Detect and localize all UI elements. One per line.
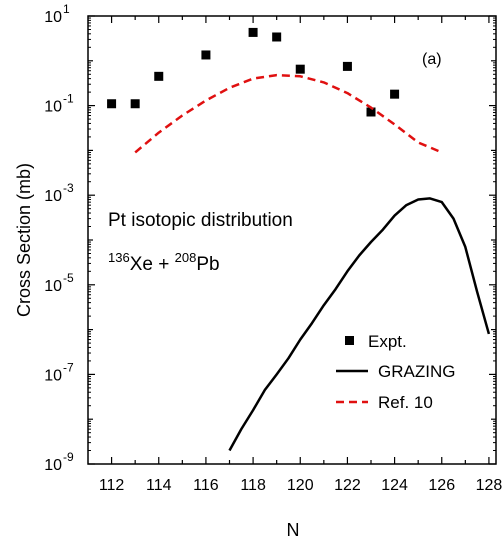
expt-data-point bbox=[390, 89, 400, 99]
y-tick-label: 10 bbox=[44, 99, 62, 116]
expt-data-point bbox=[342, 61, 352, 71]
annotation-line2: 136Xe + 208Pb bbox=[108, 250, 220, 275]
y-tick-label: 10 bbox=[44, 9, 62, 26]
expt-data-point bbox=[201, 50, 211, 60]
y-tick-label-base: 10 bbox=[44, 367, 62, 384]
y-axis-label: Cross Section (mb) bbox=[14, 163, 34, 317]
annotation-mass2: 208 bbox=[175, 250, 197, 265]
y-tick-label-exponent: -7 bbox=[63, 360, 74, 374]
expt-data-point bbox=[130, 99, 140, 109]
x-tick-label: 112 bbox=[99, 477, 125, 494]
x-tick-label: 120 bbox=[287, 477, 314, 494]
legend-label-ref10: Ref. 10 bbox=[378, 393, 433, 412]
y-tick-label-exponent: -1 bbox=[63, 92, 74, 106]
y-tick-label-base: 10 bbox=[44, 278, 62, 295]
expt-data-point bbox=[107, 99, 117, 109]
series-layer bbox=[107, 27, 491, 452]
panel-label: (a) bbox=[422, 51, 442, 68]
y-tick-label: 10 bbox=[44, 457, 62, 474]
ref10-curve bbox=[134, 73, 443, 154]
y-tick-label: 10 bbox=[44, 278, 62, 295]
plot-frame bbox=[87, 15, 497, 465]
y-tick-label-base: 10 bbox=[44, 188, 62, 205]
expt-data-point bbox=[248, 27, 258, 37]
legend: Expt. GRAZING Ref. 10 bbox=[336, 332, 455, 412]
expt-data-point bbox=[272, 32, 282, 42]
y-tick-label-exponent: -5 bbox=[63, 271, 74, 285]
y-tick-label-base: 10 bbox=[44, 457, 62, 474]
legend-marker-expt bbox=[345, 336, 354, 345]
axis-ticks bbox=[88, 15, 496, 465]
expt-data-point bbox=[295, 64, 305, 74]
x-tick-label: 116 bbox=[193, 477, 219, 494]
y-tick-label: 10 bbox=[44, 188, 62, 205]
x-tick-label: 122 bbox=[334, 477, 361, 494]
y-tick-label-base: 10 bbox=[44, 9, 62, 26]
x-tick-label: 118 bbox=[240, 477, 266, 494]
annotation-element2: Pb bbox=[196, 254, 219, 275]
y-tick-label: 10 bbox=[44, 367, 62, 384]
y-tick-label-exponent: -9 bbox=[63, 450, 74, 464]
grazing-curve bbox=[228, 197, 491, 452]
x-tick-label: 126 bbox=[428, 477, 455, 494]
x-tick-label: 128 bbox=[476, 477, 503, 494]
expt-data-point bbox=[366, 107, 376, 117]
legend-label-grazing: GRAZING bbox=[378, 362, 455, 381]
y-tick-label-base: 10 bbox=[44, 99, 62, 116]
annotation-mass1: 136 bbox=[108, 250, 130, 265]
y-tick-label-exponent: -3 bbox=[63, 181, 74, 195]
x-tick-label: 114 bbox=[146, 477, 172, 494]
annotation-line1: Pt isotopic distribution bbox=[108, 210, 293, 231]
annotation-element1: Xe + bbox=[130, 254, 175, 275]
expt-data-point bbox=[154, 71, 164, 81]
legend-label-expt: Expt. bbox=[368, 332, 407, 351]
x-tick-label: 124 bbox=[381, 477, 408, 494]
x-axis-label: N bbox=[287, 520, 300, 540]
y-tick-label-exponent: 1 bbox=[63, 2, 70, 16]
